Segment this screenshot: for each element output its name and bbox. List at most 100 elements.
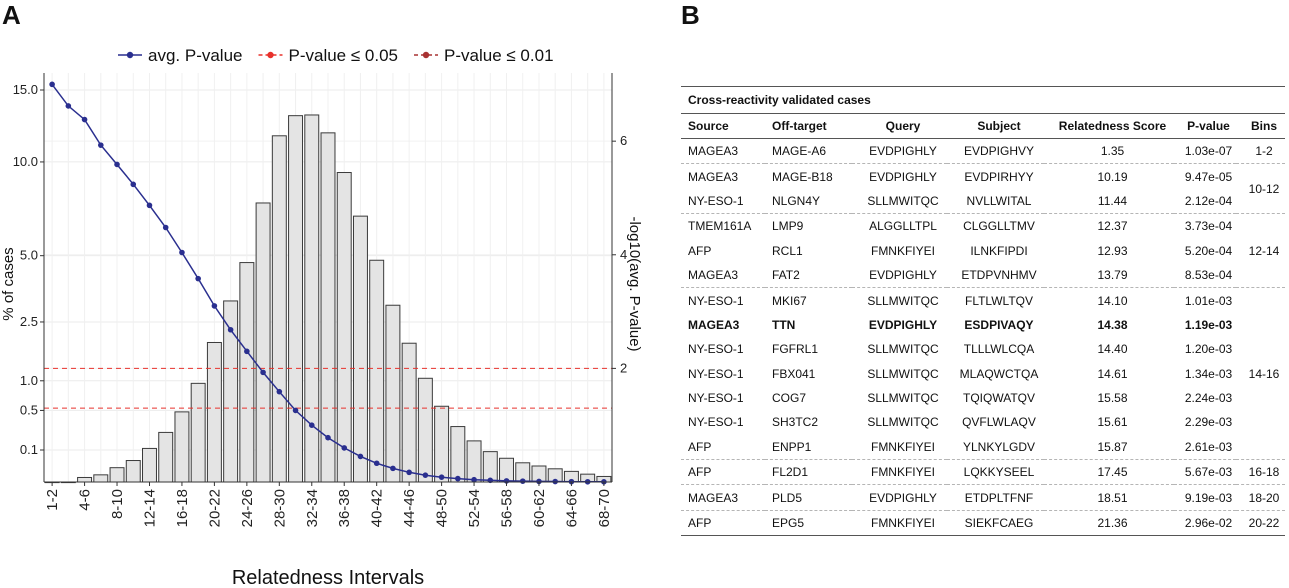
table-cell: FLTLWLTQV [947,287,1044,313]
bar-series [44,114,612,484]
pvalue-point [438,474,445,480]
table-cell: 11.44 [1097,193,1128,208]
table-cell: EVDPIGHLY [868,317,938,332]
table-cell: EPG5 [765,509,852,537]
table-cell: EVDPIGHLY [869,144,937,159]
bar [482,451,498,483]
pvalue-point [455,475,461,482]
table-row: AFP ENPP1 FMNKFIYEI YLNKYLGDV 15.87 2.61e-03 [681,435,1285,460]
pvalue-point [227,326,234,333]
x-tick-label: 68-70 [596,489,613,527]
x-tick-label: 48-50 [434,489,451,527]
pvalue-point [422,472,429,478]
pvalue-point [292,407,299,414]
y-tick-label-left: 0.1 [20,442,38,457]
table-cell: LQKKYSEEL [947,459,1044,485]
table-cell: AFP [681,509,765,537]
bin-cell: 20-22 [1236,509,1285,537]
table-row: AFP FL2D1 FMNKFIYEI LQKKYSEEL 17.45 5.67e-03 1… [681,459,1285,485]
table-cell: 1.35 [1100,144,1125,159]
table-cell: MAGE-B18 [765,163,852,189]
bar [125,460,141,483]
table-row: TMEM161A LMP9 ALGGLLTPL CLGGLLTMV 12.37 3.73e… [681,213,1285,288]
table-cell: NVLLWITAL [966,193,1032,208]
bar [385,304,401,483]
table-cell: ESDPIVAQY [964,317,1034,332]
table-cell: MAGEA3 [681,163,765,189]
table-cell: 2.96e-02 [1174,509,1236,537]
pvalue-point [98,142,104,148]
bar [352,215,368,483]
table-cell: SH3TC2 [772,415,819,430]
legend-label: avg. P-value [148,46,243,65]
y-tick-label-right: 2 [620,360,627,375]
table-cell: 14.10 [1044,287,1174,313]
table-cell: 13.79 [1097,268,1128,283]
y-axis-title-left: % of cases [0,247,17,320]
column-header: Source [681,113,765,139]
table-cell: NLGN4Y [772,193,821,208]
x-tick-label: 24-26 [239,489,256,527]
bar [336,172,352,483]
bar [158,431,174,483]
table-cell: MKI67 [765,287,852,313]
bin-cell: 16-18 [1236,459,1285,485]
table-cell: 8.53e-04 [1184,268,1233,283]
y-axis-title-right: -log10(avg. P-value) [626,216,643,351]
bar [93,474,109,483]
bin-cell: 10-12 [1236,163,1285,214]
x-tick-label: 20-22 [206,489,223,527]
y-tick-label-right: 6 [620,133,627,148]
table-cell: 15.87 [1097,439,1128,454]
pvalue-point [162,224,169,231]
table-cell: 1.20e-03 [1184,342,1233,357]
table-cell: NY-ESO-1 [688,366,744,381]
pvalue-point [146,202,153,209]
pvalue-point [260,369,266,376]
table-cell: TQIQWATQV [963,391,1035,406]
table-cell: 17.45 [1044,459,1174,485]
pvalue-point [536,478,542,485]
legend-label: P-value ≤ 0.05 [289,46,399,65]
table-cell: 1.19e-03 [1184,317,1233,332]
pvalue-point [65,103,72,109]
pvalue-point [519,478,526,484]
table-cell: EVDPIGHVY [963,144,1035,159]
bar [239,262,255,483]
x-tick-label: 40-42 [369,489,386,527]
table-cell: 9.19e-03 [1174,484,1236,511]
pvalue-point [244,348,250,355]
legend-marker [126,51,134,59]
pvalue-point [373,460,380,467]
table-cell: LMP9 [765,213,852,239]
table-cell: NY-ESO-1 [688,193,744,208]
table-cell: FAT2 [772,268,800,283]
table-cell: EVDPIRHYY [947,163,1044,189]
table-cell: ILNKFIPDI [970,243,1028,258]
pvalue-point [276,388,283,395]
table-cell: 5.67e-03 [1174,459,1236,485]
x-tick-label: 36-38 [336,489,353,527]
x-tick-label: 8-10 [109,489,126,519]
table-cell: 15.61 [1097,415,1128,430]
table-cell: RCL1 [772,243,803,258]
pvalue-point [308,422,315,428]
y-tick-label-left: 5.0 [20,248,38,263]
table-row: NY-ESO-1 SH3TC2 SLLMWITQC QVFLWLAQV 15.61 2.2… [681,410,1285,434]
x-tick-label: 28-30 [271,489,288,527]
panel-label-a: A [2,0,21,30]
bin-cell: 1-2 [1255,144,1273,159]
x-tick-label: 16-18 [174,489,191,527]
table-cell: SLLMWITQC [867,366,939,381]
pvalue-point [211,303,218,309]
pvalue-point [179,249,185,256]
table-cell: SIEKFCAEG [947,509,1044,537]
table-cell: SLLMWITQC [867,193,939,208]
table-cell: MAGEA3 [688,268,739,283]
table-row: AFP RCL1 FMNKFIYEI ILNKFIPDI 12.93 5.20e-04 [681,239,1285,263]
table-row: MAGEA3 TTN EVDPIGHLY ESDPIVAQY 14.38 1.19e-03 [681,313,1285,337]
pvalue-point [357,453,364,460]
table-cell: SLLMWITQC [852,287,947,313]
table-row: NY-ESO-1 NLGN4Y SLLMWITQC NVLLWITAL 11.44 2.1… [681,189,1285,214]
table-cell: PLD5 [765,484,852,511]
